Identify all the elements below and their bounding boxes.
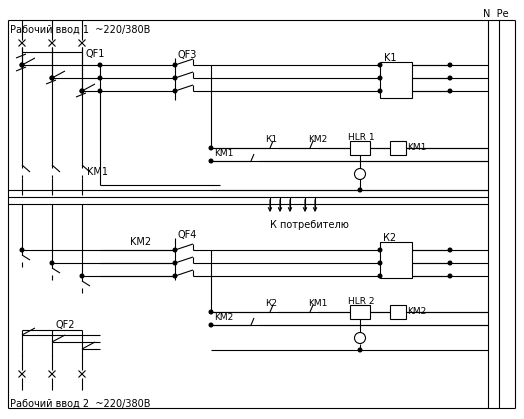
Circle shape bbox=[80, 89, 84, 93]
Text: HLR 2: HLR 2 bbox=[348, 297, 375, 307]
Text: KM1: KM1 bbox=[407, 143, 427, 153]
Circle shape bbox=[98, 63, 102, 67]
Text: KM2: KM2 bbox=[407, 308, 426, 316]
Text: KM1: KM1 bbox=[214, 148, 233, 158]
Text: N  Ре: N Ре bbox=[483, 9, 509, 19]
Circle shape bbox=[209, 159, 213, 163]
Bar bbox=[350, 305, 370, 319]
Circle shape bbox=[358, 188, 362, 192]
Circle shape bbox=[355, 168, 366, 179]
Text: QF2: QF2 bbox=[55, 320, 74, 330]
Circle shape bbox=[355, 333, 366, 344]
Circle shape bbox=[378, 261, 382, 265]
Circle shape bbox=[209, 146, 213, 150]
Bar bbox=[390, 141, 406, 155]
Text: К1: К1 bbox=[265, 135, 277, 145]
Circle shape bbox=[173, 274, 177, 278]
Circle shape bbox=[378, 274, 382, 278]
Text: HLR 1: HLR 1 bbox=[348, 134, 375, 142]
Circle shape bbox=[80, 89, 84, 93]
Circle shape bbox=[209, 310, 213, 314]
Text: К2: К2 bbox=[265, 300, 277, 308]
Circle shape bbox=[173, 261, 177, 265]
Text: K1: K1 bbox=[384, 53, 396, 63]
Text: KM1: KM1 bbox=[308, 300, 328, 308]
Circle shape bbox=[448, 63, 452, 67]
Circle shape bbox=[448, 274, 452, 278]
Circle shape bbox=[448, 89, 452, 93]
Text: KM2: KM2 bbox=[308, 135, 328, 145]
Circle shape bbox=[20, 63, 24, 67]
Circle shape bbox=[378, 76, 382, 80]
Circle shape bbox=[98, 89, 102, 93]
Circle shape bbox=[173, 76, 177, 80]
Text: QF3: QF3 bbox=[178, 50, 198, 60]
Text: К потребителю: К потребителю bbox=[270, 220, 349, 230]
Circle shape bbox=[448, 76, 452, 80]
Text: Рабочий ввод 2  ~220/380В: Рабочий ввод 2 ~220/380В bbox=[10, 399, 150, 409]
Circle shape bbox=[378, 63, 382, 67]
Bar bbox=[390, 305, 406, 319]
Bar bbox=[380, 62, 412, 98]
Circle shape bbox=[20, 63, 24, 67]
Circle shape bbox=[448, 248, 452, 252]
Circle shape bbox=[173, 89, 177, 93]
Text: KM1: KM1 bbox=[87, 167, 108, 177]
Circle shape bbox=[209, 323, 213, 327]
Text: KM2: KM2 bbox=[214, 313, 233, 321]
Text: KM2: KM2 bbox=[130, 237, 151, 247]
Circle shape bbox=[98, 76, 102, 80]
Text: К2: К2 bbox=[384, 233, 397, 243]
Bar bbox=[380, 242, 412, 278]
Circle shape bbox=[50, 261, 54, 265]
Text: QF1: QF1 bbox=[85, 49, 104, 59]
Circle shape bbox=[378, 89, 382, 93]
Circle shape bbox=[378, 248, 382, 252]
Circle shape bbox=[80, 274, 84, 278]
Text: Рабочий ввод 1  ~220/380В: Рабочий ввод 1 ~220/380В bbox=[10, 25, 150, 35]
Circle shape bbox=[50, 76, 54, 80]
Circle shape bbox=[20, 248, 24, 252]
Bar bbox=[350, 141, 370, 155]
Text: QF4: QF4 bbox=[178, 230, 198, 240]
Circle shape bbox=[173, 63, 177, 67]
Circle shape bbox=[173, 248, 177, 252]
Circle shape bbox=[50, 76, 54, 80]
Circle shape bbox=[448, 261, 452, 265]
Circle shape bbox=[358, 348, 362, 352]
